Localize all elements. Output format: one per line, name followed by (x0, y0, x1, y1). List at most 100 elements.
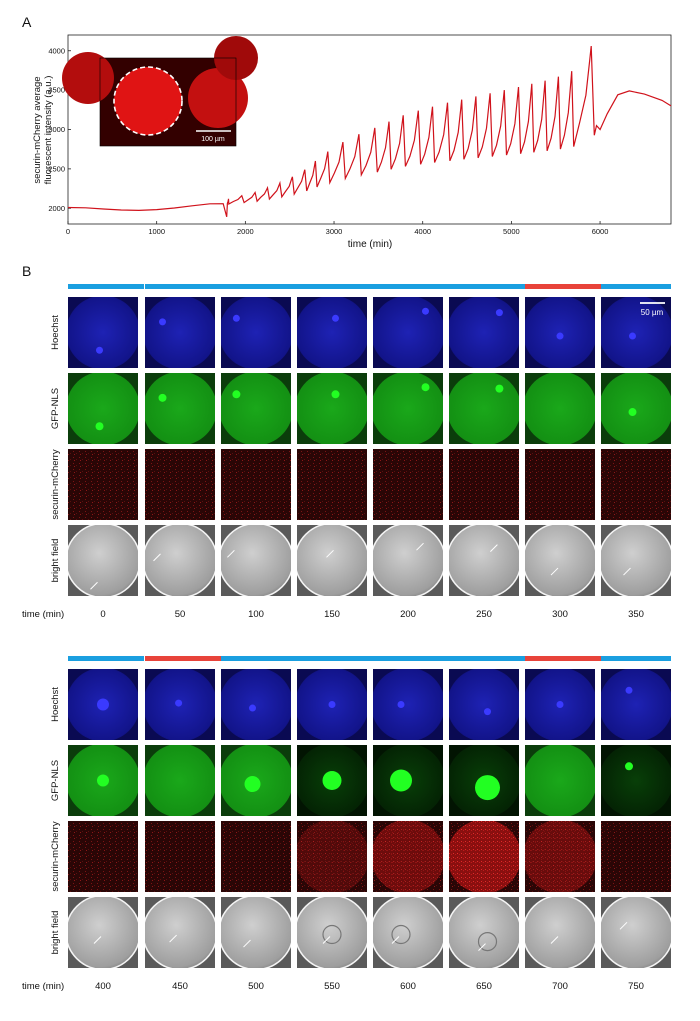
x-tick-label: 2000 (237, 227, 254, 236)
micrograph-tile (601, 449, 671, 520)
micrograph-tile (297, 449, 367, 520)
micrograph-tile (68, 373, 138, 444)
micrograph-tile (373, 525, 443, 596)
micrograph-tile (601, 897, 671, 968)
row-label: Hoechst (50, 687, 61, 722)
micrograph-tile (449, 745, 519, 816)
micrograph-tile (145, 373, 215, 444)
arrow-icon (619, 921, 628, 930)
phase-bar-interphase (449, 656, 525, 661)
time-label: 400 (95, 981, 111, 992)
y-axis-label-line1: securin-mCherry average (32, 76, 43, 183)
micrograph-tile (68, 897, 138, 968)
row-label: securin-mCherry (50, 449, 61, 519)
micrograph-tile (525, 897, 595, 968)
micrograph-tile (221, 669, 291, 740)
micrograph-tile (145, 821, 215, 892)
micrograph-tile (68, 297, 138, 368)
micrograph-tile (221, 897, 291, 968)
micrograph-tile (373, 897, 443, 968)
arrow-icon (227, 549, 235, 558)
time-label: 650 (476, 981, 492, 992)
inset-scale-label: 100 µm (201, 136, 225, 143)
micrograph-tile (221, 821, 291, 892)
phase-bar-interphase (297, 656, 373, 661)
micrograph-tile (221, 373, 291, 444)
y-tick-label: 2500 (48, 164, 65, 173)
arrow-icon (243, 939, 251, 948)
y-tick-label: 3000 (48, 125, 65, 134)
phase-bar-interphase (297, 284, 373, 289)
micrograph-tile (601, 525, 671, 596)
phase-bar-interphase (601, 656, 671, 661)
arrow-icon (550, 936, 559, 944)
row-label: securin-mCherry (50, 821, 61, 891)
arrow-icon (93, 936, 102, 944)
phase-bar-interphase (373, 656, 449, 661)
time-header: time (min) (22, 981, 64, 992)
micrograph-tile (297, 821, 367, 892)
y-axis-label-line2: fluorescent intensity (a.u.) (43, 76, 54, 185)
micrograph-tile (145, 745, 215, 816)
micrograph-tile (373, 373, 443, 444)
arrow-icon (322, 936, 331, 944)
x-tick-label: 3000 (326, 227, 343, 236)
y-tick-label: 2000 (48, 204, 65, 213)
micrograph-tile (373, 669, 443, 740)
x-tick-label: 5000 (503, 227, 520, 236)
micrograph-tile (145, 297, 215, 368)
x-ticks: 0 1000 2000 3000 4000 5000 6000 (66, 221, 608, 236)
micrograph-tile (145, 449, 215, 520)
row-label: Hoechst (50, 315, 61, 350)
micrograph-tile (68, 669, 138, 740)
x-tick-label: 6000 (592, 227, 609, 236)
arrow-icon (623, 567, 631, 576)
panel-b: Hoechst GFP-NLS securin-mCherry bright fiel… (22, 284, 671, 992)
y-tick-label: 3500 (48, 86, 65, 95)
y-tick-label: 4000 (48, 46, 65, 55)
micrograph-tile (601, 745, 671, 816)
time-label: 0 (100, 609, 105, 620)
phase-bar-interphase (373, 284, 449, 289)
micrograph-tile (297, 525, 367, 596)
micrograph-tile (145, 897, 215, 968)
micrograph-tile (68, 449, 138, 520)
micrograph-tile (373, 297, 443, 368)
arrow-icon (550, 567, 559, 576)
micrograph-tile (525, 745, 595, 816)
micrograph-tile (297, 373, 367, 444)
phase-bar-interphase (221, 284, 297, 289)
phase-bar-mitosis (525, 284, 601, 289)
arrow-icon (326, 549, 334, 558)
micrograph-tile (221, 449, 291, 520)
micrograph-tile (221, 525, 291, 596)
phase-bar-mitosis (525, 656, 601, 661)
micrograph-tile (601, 669, 671, 740)
x-tick-label: 4000 (414, 227, 431, 236)
micrograph-tile (68, 525, 138, 596)
micrograph-tile (68, 821, 138, 892)
panel-b-letter: B (22, 263, 31, 279)
time-label: 200 (400, 609, 416, 620)
micrograph-tile (601, 821, 671, 892)
phase-bar-interphase (601, 284, 671, 289)
time-label: 500 (248, 981, 264, 992)
chart-axes: 0 1000 2000 3000 4000 5000 6000 2000 2500 3000 35… (48, 34, 672, 236)
micrograph-tile (297, 745, 367, 816)
micrograph-tile (601, 297, 671, 368)
arrow-icon (416, 542, 424, 551)
arrow-icon (169, 934, 177, 943)
row-label: bright field (50, 911, 61, 955)
micrograph-tile (449, 449, 519, 520)
time-label: 750 (628, 981, 644, 992)
inset-image: 100 µm (62, 36, 258, 147)
phase-bar-interphase (221, 656, 297, 661)
time-label: 550 (324, 981, 340, 992)
micrograph-tile (525, 821, 595, 892)
micrograph-tile (297, 669, 367, 740)
phase-bar-interphase (449, 284, 525, 289)
arrow-icon (90, 581, 98, 590)
micrograph-tile (601, 373, 671, 444)
x-axis-label: time (min) (348, 239, 392, 250)
